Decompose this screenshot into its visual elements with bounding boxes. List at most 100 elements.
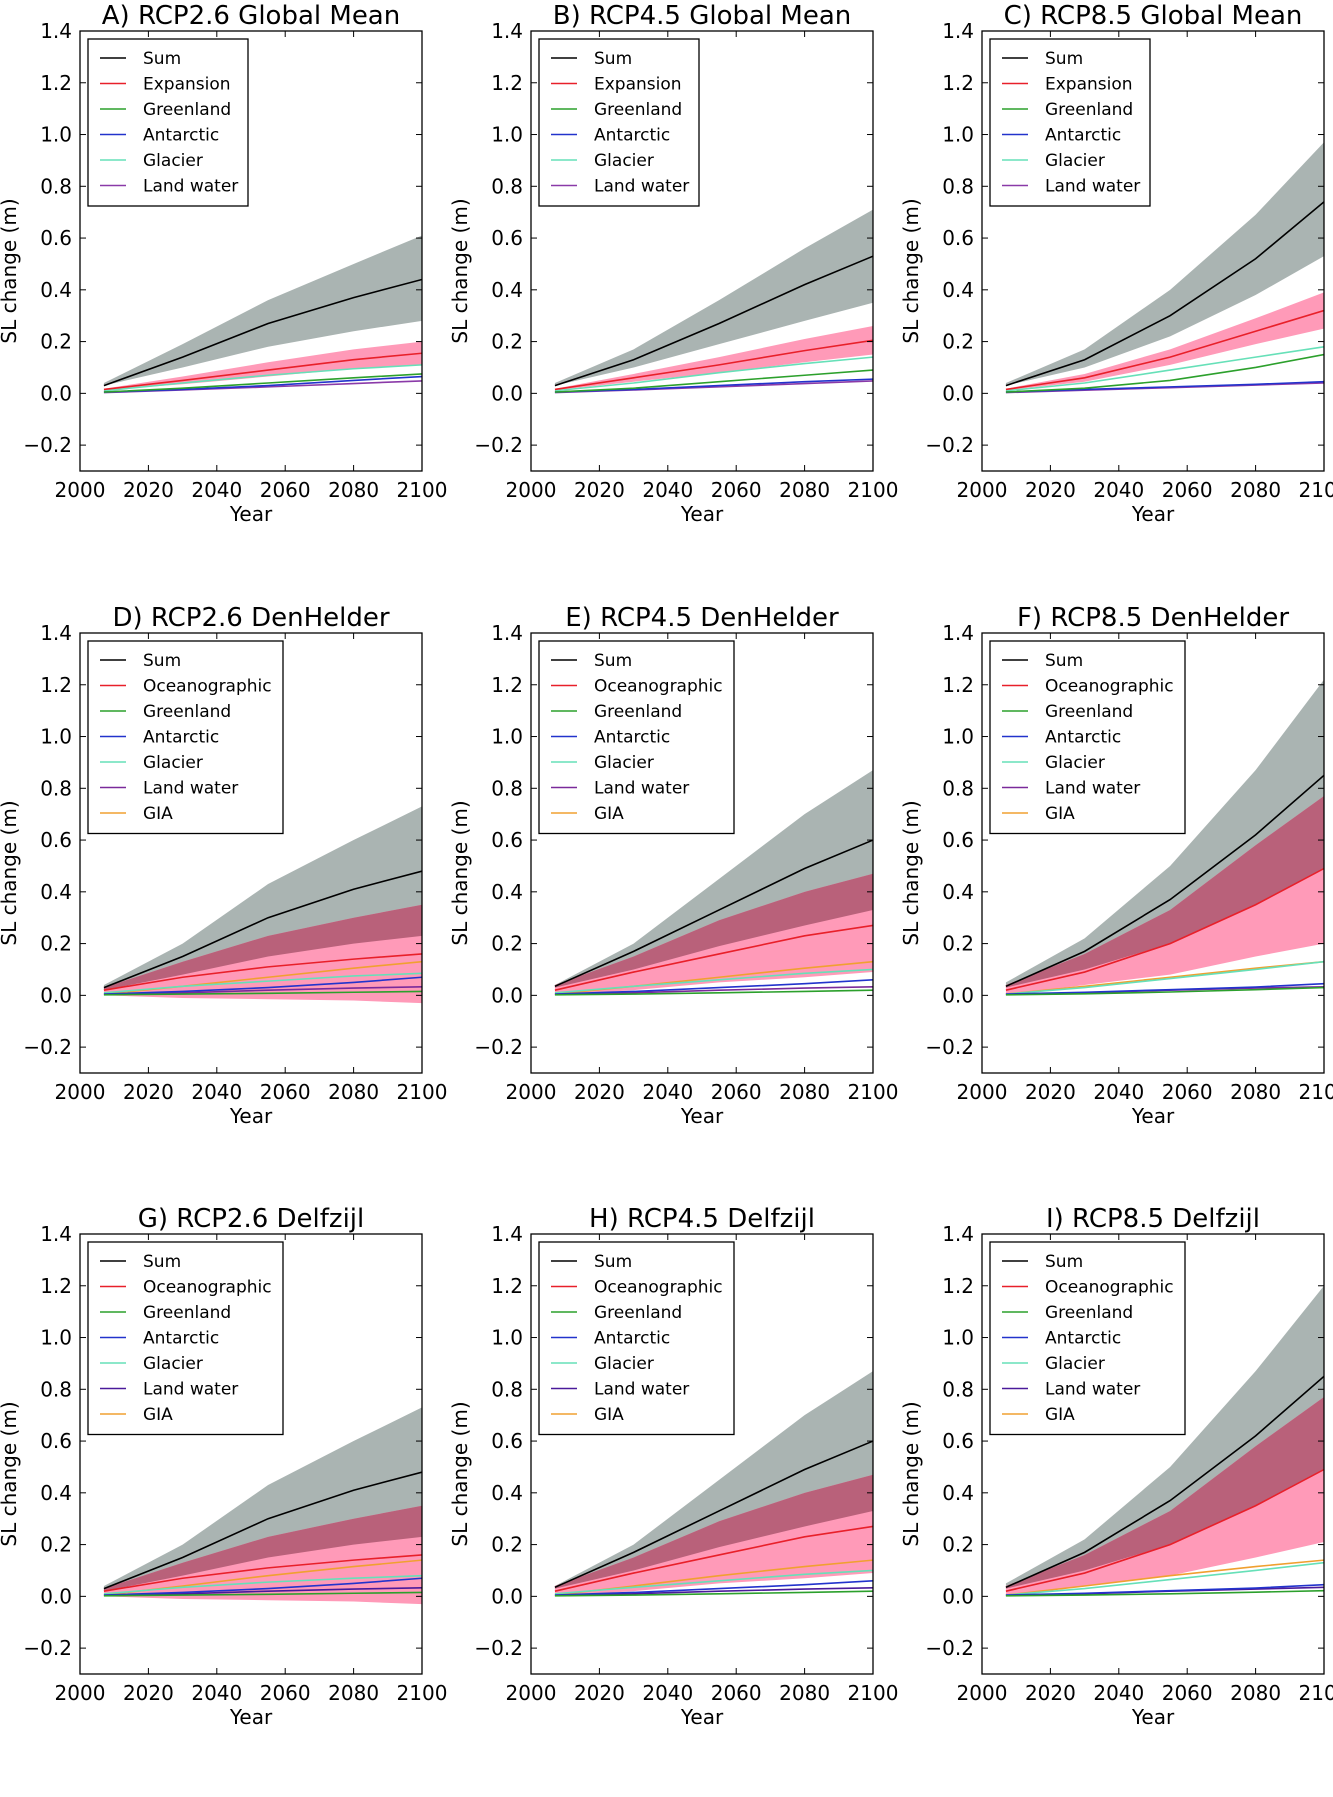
x-tick-label: 2040 xyxy=(1093,478,1144,502)
legend-label: GIA xyxy=(594,1405,624,1425)
series-line-oceanographic xyxy=(103,953,422,991)
y-tick-label: 0.6 xyxy=(491,226,523,250)
legend-label: Greenland xyxy=(143,1303,231,1323)
legend-box xyxy=(87,38,249,207)
x-tick-label: 2080 xyxy=(328,1681,379,1705)
chart-panel: −0.2 0.0 0.2 0.4 0.6 0.8 1.0 1.2 1.4 2000 2020 2040… xyxy=(448,603,898,1128)
legend-label: Sum xyxy=(594,49,632,69)
series-line-glacier xyxy=(103,364,422,392)
x-tick-label: 2080 xyxy=(1230,1681,1281,1705)
legend-label: Sum xyxy=(594,651,632,671)
panel-title: G) RCP2.6 Delfzijl xyxy=(138,1204,364,1234)
series-line-gia xyxy=(1005,1559,1324,1596)
series-line-sum xyxy=(103,1471,422,1590)
y-tick-label: −0.2 xyxy=(925,433,974,457)
uncertainty-band xyxy=(1005,796,1324,996)
y-tick-label: 1.2 xyxy=(942,673,974,697)
y-axis-label: SL change (m) xyxy=(899,198,923,343)
y-tick-label: 0.4 xyxy=(942,880,974,904)
series-line-sum xyxy=(1005,774,1324,988)
legend-label: Glacier xyxy=(143,1354,203,1374)
x-tick-label: 2000 xyxy=(957,1681,1008,1705)
plot-area xyxy=(554,209,873,394)
y-tick-label: 0.6 xyxy=(40,828,72,852)
series-line-sum xyxy=(103,278,422,387)
y-tick-label: 0.8 xyxy=(491,776,523,800)
legend-label: Sum xyxy=(143,1252,181,1272)
legend-label: Oceanographic xyxy=(1045,1278,1174,1298)
legend-label: Expansion xyxy=(1045,75,1133,95)
y-tick-label: 1.0 xyxy=(40,725,72,749)
series-line-sum xyxy=(103,870,422,989)
y-axis-label: SL change (m) xyxy=(448,1401,472,1546)
x-tick-label: 2080 xyxy=(328,1080,379,1104)
legend-label: Oceanographic xyxy=(594,1278,723,1298)
legend-label: Greenland xyxy=(594,100,682,120)
legend: Sum Oceanographic Greenland Antarctic Glacie… xyxy=(87,1241,284,1436)
legend-label: Antarctic xyxy=(594,728,670,748)
y-tick-label: 0.2 xyxy=(40,330,72,354)
y-tick-label: 0.0 xyxy=(491,381,523,405)
legend-label: Expansion xyxy=(594,75,682,95)
uncertainty-band xyxy=(554,326,873,391)
panel-title: I) RCP8.5 Delfzijl xyxy=(1046,1204,1260,1234)
series-line-greenland xyxy=(554,1590,873,1597)
y-tick-label: 1.2 xyxy=(491,673,523,697)
series-line-glacier xyxy=(554,1569,873,1595)
y-tick-label: 0.8 xyxy=(491,1377,523,1401)
x-tick-label: 2000 xyxy=(506,1681,557,1705)
series-line-glacier xyxy=(554,356,873,392)
y-tick-label: 0.2 xyxy=(491,932,523,956)
series-line-greenland xyxy=(1005,986,1324,996)
y-tick-label: 0.8 xyxy=(40,1377,72,1401)
x-tick-label: 2100 xyxy=(1299,1080,1333,1104)
series-line-land-water xyxy=(554,986,873,996)
legend-label: Oceanographic xyxy=(143,1278,272,1298)
series-line-antarctic xyxy=(103,976,422,995)
x-tick-label: 2080 xyxy=(1230,1080,1281,1104)
axes-frame xyxy=(530,1233,874,1675)
y-axis-label: SL change (m) xyxy=(0,198,21,343)
axes-frame xyxy=(981,632,1325,1074)
legend-label: Antarctic xyxy=(1045,1329,1121,1349)
panel-title: B) RCP4.5 Global Mean xyxy=(553,1,852,31)
legend-label: Greenland xyxy=(594,1303,682,1323)
band-overlap xyxy=(554,873,873,988)
x-tick-label: 2040 xyxy=(1093,1681,1144,1705)
y-axis-label: SL change (m) xyxy=(899,800,923,945)
x-tick-label: 2020 xyxy=(123,478,174,502)
legend-label: Glacier xyxy=(1045,151,1105,171)
plot-area xyxy=(103,235,422,394)
x-tick-label: 2100 xyxy=(1299,1681,1333,1705)
series-line-gia xyxy=(1005,960,1324,995)
y-tick-label: 1.2 xyxy=(942,71,974,95)
x-tick-label: 2000 xyxy=(55,1681,106,1705)
chart-panel: −0.2 0.0 0.2 0.4 0.6 0.8 1.0 1.2 1.4 2000 2020 2040… xyxy=(0,1,447,526)
x-tick-label: 2040 xyxy=(191,478,242,502)
legend-label: Greenland xyxy=(1045,1303,1133,1323)
series-line-glacier xyxy=(1005,960,1324,995)
legend-label: Land water xyxy=(594,779,689,799)
legend-label: Sum xyxy=(1045,49,1083,69)
x-tick-label: 2000 xyxy=(957,478,1008,502)
axes-frame xyxy=(79,30,423,472)
y-tick-label: 0.8 xyxy=(942,174,974,198)
plot-area xyxy=(554,1371,873,1597)
legend-label: Land water xyxy=(1045,779,1140,799)
x-tick-label: 2080 xyxy=(1230,478,1281,502)
legend-label: Sum xyxy=(594,1252,632,1272)
panel-title: H) RCP4.5 Delfzijl xyxy=(589,1204,815,1234)
x-tick-label: 2040 xyxy=(191,1681,242,1705)
series-line-glacier xyxy=(1005,345,1324,392)
axes-frame xyxy=(79,1233,423,1675)
x-tick-label: 2020 xyxy=(1025,1080,1076,1104)
series-line-oceanographic xyxy=(554,924,873,991)
legend: Sum Expansion Greenland Antarctic Glacier Lan… xyxy=(87,38,249,207)
panel-title: C) RCP8.5 Global Mean xyxy=(1004,1,1303,31)
y-tick-label: 0.8 xyxy=(491,174,523,198)
series-line-sum xyxy=(1005,1375,1324,1589)
legend-label: Antarctic xyxy=(143,126,219,146)
x-tick-label: 2060 xyxy=(260,1080,311,1104)
y-tick-label: 0.8 xyxy=(942,776,974,800)
